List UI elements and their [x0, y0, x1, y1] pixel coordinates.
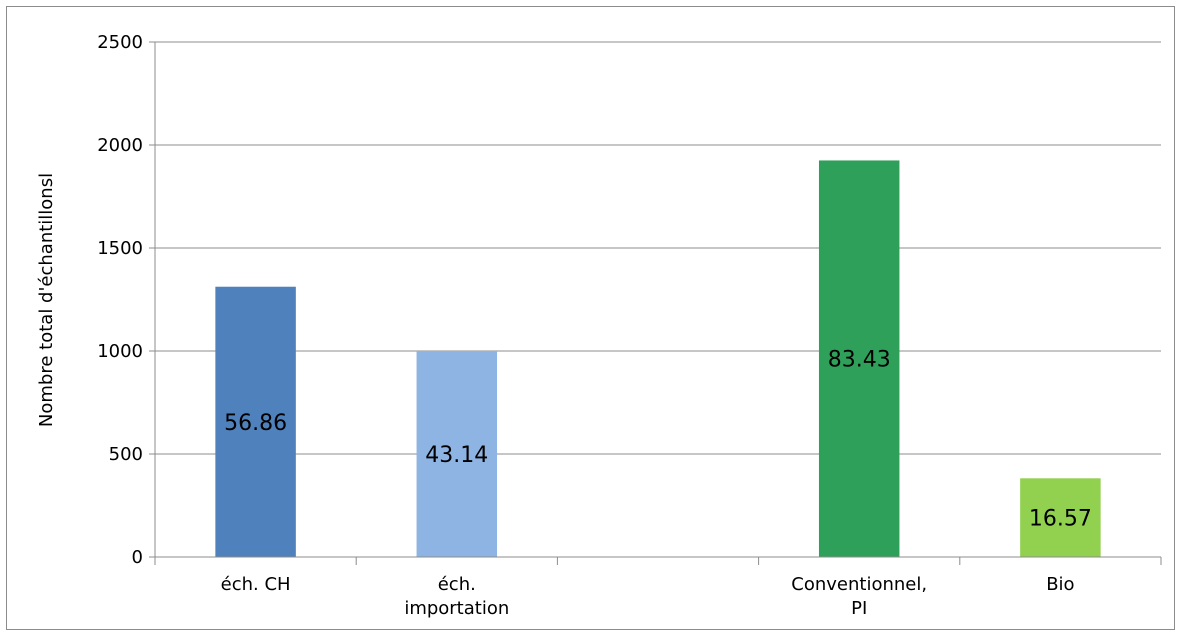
data-label: 56.86: [224, 411, 287, 436]
x-category-label: éch. CH: [221, 574, 291, 595]
bars: [215, 160, 1101, 557]
grid-lines: [155, 41, 1161, 455]
labels: 0 500 1000 1500 2000 2500 56.86 éch. CH 43.14 éch…: [97, 32, 1092, 619]
x-category-label: importation: [404, 598, 509, 619]
y-tick-label: 2500: [97, 32, 143, 53]
bar: [416, 351, 498, 557]
x-category-label: Bio: [1046, 574, 1074, 595]
y-tick-label: 1000: [97, 341, 143, 362]
chart-frame: [6, 6, 1175, 630]
axes: [149, 41, 1162, 565]
data-label: 43.14: [425, 443, 488, 468]
x-category-label: éch.: [438, 574, 476, 595]
y-tick-label: 500: [109, 444, 143, 465]
y-axis-title: Nombre total d'échantillonsl: [36, 173, 57, 427]
x-category-label: Conventionnel,: [791, 574, 927, 595]
x-category-label: PI: [851, 598, 867, 619]
data-label: 83.43: [828, 348, 891, 373]
y-tick-label: 2000: [97, 135, 143, 156]
bar: [818, 160, 900, 557]
y-tick-label: 0: [132, 547, 143, 568]
data-label: 16.57: [1029, 507, 1092, 532]
y-tick-label: 1500: [97, 238, 143, 259]
bar: [1020, 478, 1101, 557]
bar: [215, 286, 296, 557]
